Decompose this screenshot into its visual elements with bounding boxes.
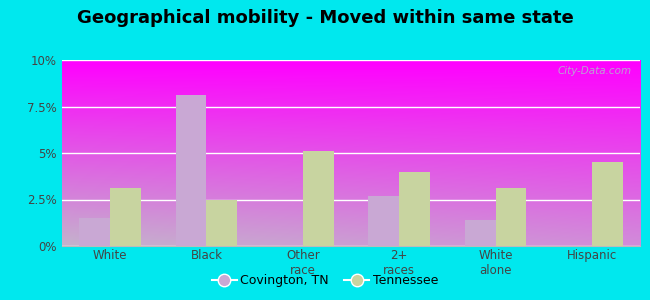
Bar	[592, 162, 623, 246]
Text: City-Data.com: City-Data.com	[558, 66, 632, 76]
Legend: Covington, TN, Tennessee: Covington, TN, Tennessee	[207, 269, 443, 292]
Bar	[110, 188, 141, 246]
Text: Geographical mobility - Moved within same state: Geographical mobility - Moved within sam…	[77, 9, 573, 27]
Bar	[207, 200, 237, 246]
Bar	[303, 151, 333, 246]
Bar	[369, 196, 399, 246]
Bar	[495, 188, 526, 246]
Bar	[79, 218, 110, 246]
Bar	[399, 172, 430, 246]
Bar	[465, 220, 495, 246]
Bar	[176, 95, 206, 246]
